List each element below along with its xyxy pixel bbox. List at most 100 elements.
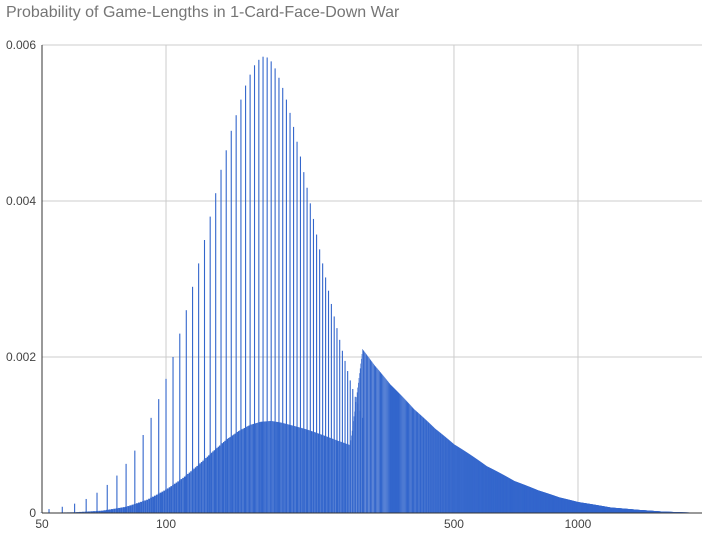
bar: [367, 356, 369, 513]
bar: [466, 452, 467, 513]
bar-spike: [282, 87, 284, 514]
bar: [428, 422, 430, 513]
bar: [294, 426, 296, 513]
bar: [457, 446, 458, 513]
bar: [400, 395, 402, 513]
bar: [399, 394, 401, 513]
bar: [422, 416, 423, 513]
bars-group: [40, 56, 702, 514]
bar: [159, 492, 162, 513]
bar: [372, 363, 374, 513]
bar: [454, 445, 456, 513]
bar-spike: [220, 169, 222, 514]
bar-spike: [249, 74, 251, 513]
bar: [426, 420, 427, 513]
bar: [310, 430, 312, 513]
bar: [362, 349, 364, 513]
bar: [304, 428, 306, 513]
bar: [346, 443, 348, 513]
bar: [226, 438, 229, 513]
y-tick-label: 0.002: [6, 350, 36, 364]
bar: [329, 437, 331, 513]
bar: [400, 394, 401, 513]
bar: [368, 357, 369, 513]
bar-spike: [319, 249, 321, 514]
bar: [298, 427, 300, 513]
y-tick-label: 0.006: [6, 38, 36, 52]
bar: [460, 448, 462, 513]
bar: [419, 414, 421, 513]
bar: [413, 409, 415, 513]
bar: [381, 373, 383, 513]
bar: [321, 434, 323, 513]
bar: [458, 447, 460, 513]
bar: [481, 462, 482, 513]
bar: [465, 451, 467, 513]
bar: [463, 450, 465, 513]
bar: [430, 424, 432, 513]
bar: [342, 442, 344, 513]
bar: [466, 452, 468, 513]
bar: [311, 431, 313, 513]
y-tick-label: 0.004: [6, 194, 36, 208]
bar: [427, 421, 429, 513]
bar: [347, 444, 349, 513]
bar: [478, 460, 479, 513]
bar: [399, 393, 400, 513]
bar: [455, 445, 456, 513]
bar: [242, 428, 244, 513]
bar: [286, 424, 288, 513]
bar: [280, 422, 282, 513]
bar: [410, 405, 412, 513]
bar: [353, 416, 355, 513]
bar: [337, 440, 339, 513]
bar: [338, 441, 340, 513]
bar: [462, 449, 463, 513]
bar: [475, 458, 476, 513]
bar: [260, 421, 262, 513]
bar: [471, 455, 472, 513]
bar-spike: [134, 450, 136, 513]
bar: [432, 426, 434, 513]
bar: [414, 410, 416, 513]
bar: [388, 382, 389, 513]
bar: [345, 443, 347, 513]
bar: [202, 460, 204, 513]
bar: [354, 411, 355, 513]
bar: [264, 421, 266, 513]
bar: [208, 455, 210, 513]
bar-spike: [262, 56, 264, 513]
bar: [297, 426, 299, 513]
bar: [435, 429, 436, 513]
bar: [384, 377, 385, 513]
bar: [441, 434, 443, 513]
bar: [389, 383, 390, 513]
bar: [365, 353, 367, 513]
bar: [405, 400, 407, 513]
bar: [343, 442, 345, 513]
bar: [120, 507, 123, 513]
bar: [441, 434, 443, 513]
bar: [452, 443, 454, 513]
bar: [398, 393, 400, 513]
bar: [408, 403, 409, 513]
bar: [127, 506, 130, 513]
bar: [397, 391, 399, 513]
bar: [443, 435, 445, 513]
bar: [335, 439, 336, 513]
bar: [137, 502, 141, 513]
bar: [480, 461, 481, 513]
bar: [465, 452, 467, 513]
bar: [320, 434, 322, 513]
bar: [409, 404, 410, 513]
bar: [234, 433, 236, 513]
bar: [435, 429, 437, 513]
bar: [397, 392, 399, 513]
bar: [316, 433, 318, 513]
bar: [271, 421, 273, 513]
bar: [330, 438, 332, 513]
bar: [483, 464, 485, 513]
bar: [323, 435, 324, 513]
bar: [301, 428, 303, 513]
